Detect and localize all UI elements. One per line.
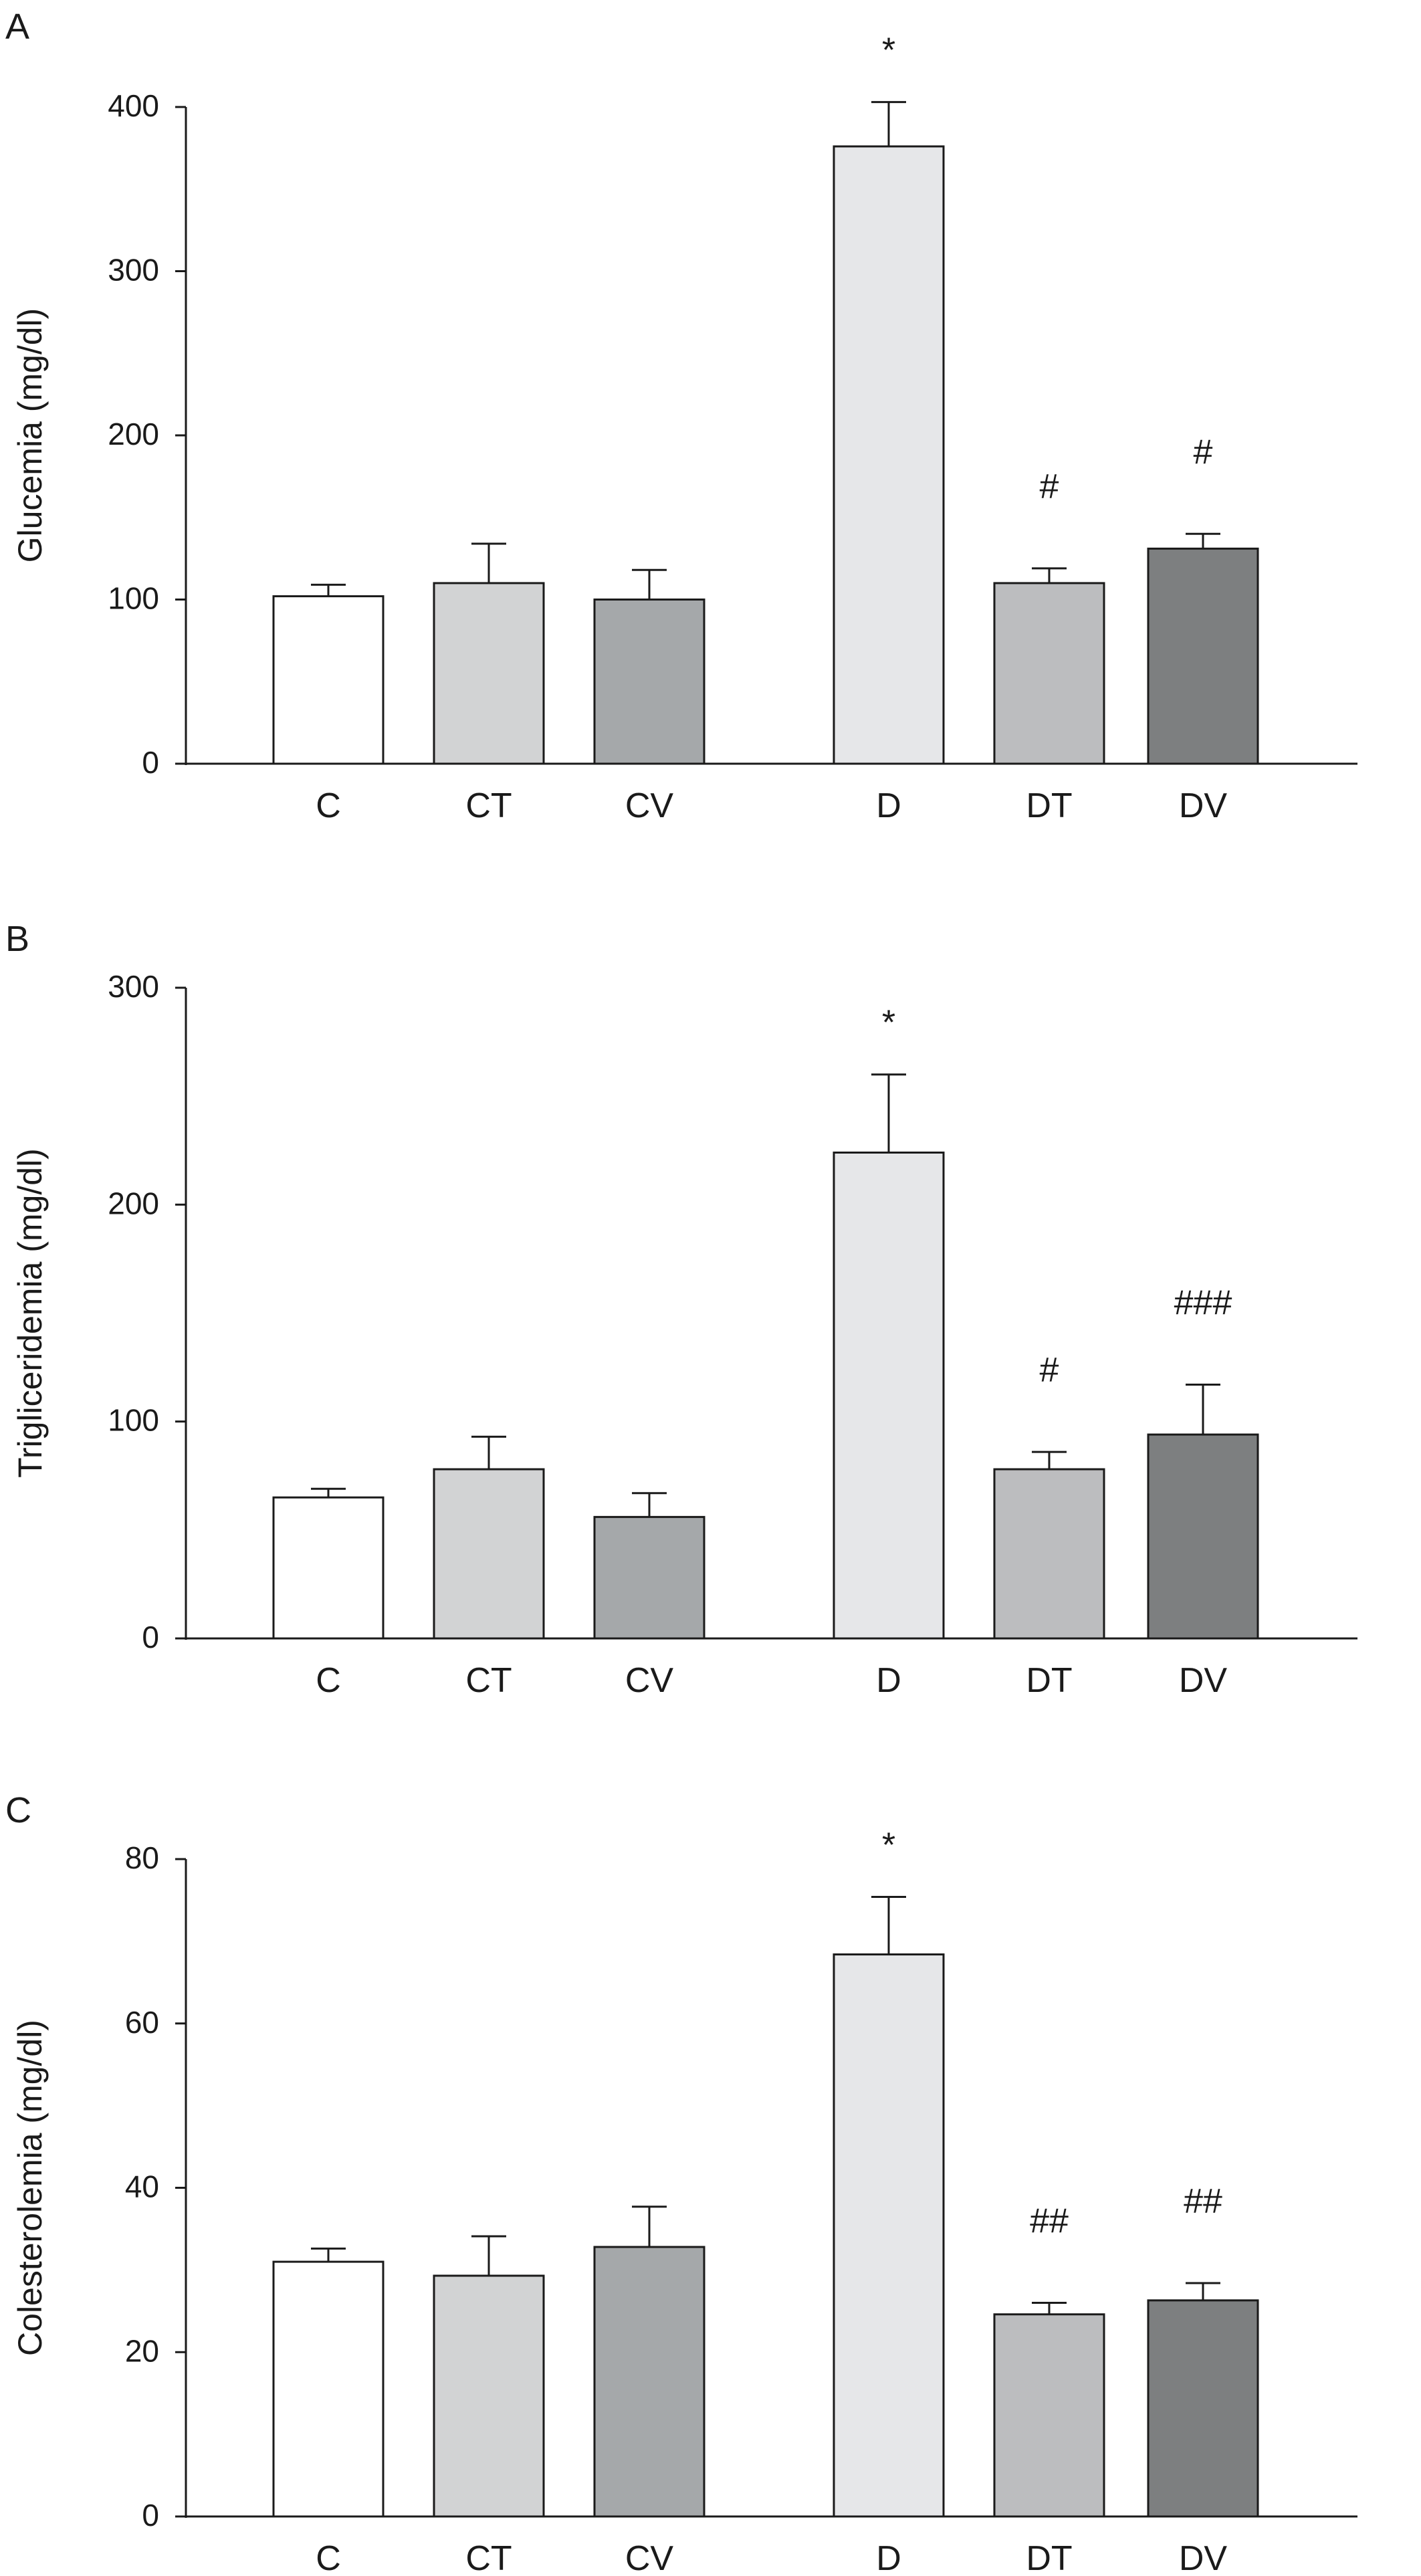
x-tick-label: DV bbox=[1179, 2539, 1228, 2576]
bar-dt bbox=[993, 582, 1105, 765]
significance-marker: * bbox=[882, 31, 895, 70]
y-axis-label: Trigliceridemia (mg/dl) bbox=[11, 1148, 49, 1478]
bar-cv bbox=[593, 1515, 705, 1640]
y-tick-label: 300 bbox=[108, 253, 159, 288]
y-tick-label: 100 bbox=[108, 1403, 159, 1438]
bar-dv bbox=[1147, 547, 1259, 765]
significance-marker: # bbox=[1040, 467, 1059, 506]
y-tick-label: 0 bbox=[142, 745, 159, 780]
x-tick-label: DV bbox=[1179, 786, 1228, 825]
bar-cv bbox=[593, 2246, 705, 2518]
y-tick-label: 80 bbox=[125, 1840, 159, 1875]
x-tick-label: DT bbox=[1026, 786, 1072, 825]
significance-marker: # bbox=[1194, 433, 1213, 471]
x-tick-label: C bbox=[316, 2539, 341, 2576]
y-tick-label: 40 bbox=[125, 2169, 159, 2204]
y-tick-label: 60 bbox=[125, 2005, 159, 2040]
y-tick-label: 100 bbox=[108, 581, 159, 616]
bar-ct bbox=[433, 2274, 545, 2518]
x-tick-label: CT bbox=[465, 786, 512, 825]
y-tick-label: 20 bbox=[125, 2333, 159, 2368]
bar-d bbox=[833, 1151, 945, 1640]
bar-ct bbox=[433, 582, 545, 765]
y-tick-label: 200 bbox=[108, 417, 159, 451]
bar-c bbox=[272, 1496, 385, 1640]
x-tick-label: D bbox=[876, 786, 901, 825]
y-axis-label: Glucemia (mg/dl) bbox=[11, 308, 49, 563]
x-tick-label: DT bbox=[1026, 2539, 1072, 2576]
y-tick-label: 0 bbox=[142, 1620, 159, 1654]
y-axis-label: Colesterolemia (mg/dl) bbox=[11, 2020, 49, 2356]
significance-marker: ## bbox=[1184, 2182, 1222, 2221]
panel-letter: B bbox=[5, 919, 29, 959]
panel-letter: C bbox=[5, 1790, 31, 1830]
x-tick-label: CV bbox=[625, 2539, 674, 2576]
x-tick-label: CV bbox=[625, 1661, 674, 1700]
significance-marker: # bbox=[1040, 1351, 1059, 1390]
x-tick-label: CT bbox=[465, 2539, 512, 2576]
x-tick-label: CV bbox=[625, 786, 674, 825]
bar-dv bbox=[1147, 1433, 1259, 1640]
y-tick-label: 300 bbox=[108, 969, 159, 1004]
x-tick-label: DT bbox=[1026, 1661, 1072, 1700]
bar-c bbox=[272, 2260, 385, 2518]
significance-marker: * bbox=[882, 1826, 895, 1865]
x-tick-label: CT bbox=[465, 1661, 512, 1700]
x-tick-label: C bbox=[316, 1661, 341, 1700]
y-tick-label: 400 bbox=[108, 88, 159, 123]
y-tick-label: 200 bbox=[108, 1186, 159, 1220]
x-tick-label: D bbox=[876, 1661, 901, 1700]
bar-c bbox=[272, 595, 385, 765]
y-tick-label: 0 bbox=[142, 2498, 159, 2533]
bar-d bbox=[833, 145, 945, 765]
significance-marker: ### bbox=[1174, 1284, 1232, 1323]
significance-marker: * bbox=[882, 1004, 895, 1043]
significance-marker: ## bbox=[1030, 2202, 1069, 2241]
bar-dt bbox=[993, 1468, 1105, 1640]
bar-dv bbox=[1147, 2299, 1259, 2518]
bar-cv bbox=[593, 599, 705, 765]
x-tick-label: D bbox=[876, 2539, 901, 2576]
bar-ct bbox=[433, 1468, 545, 1640]
chart-panel-c: C Colesterolemia (mg/dl) 0 20 40 60 80 C CT CV D * D… bbox=[5, 1790, 1357, 2576]
chart-panel-b: B Trigliceridemia (mg/dl) 0 100 200 300 C CT CV D… bbox=[5, 919, 1357, 1700]
x-tick-label: C bbox=[316, 786, 341, 825]
chart-panel-a: A Glucemia (mg/dl) 0 100 200 300 400 C CT CV D * DT #… bbox=[5, 7, 1357, 825]
bar-d bbox=[833, 1953, 945, 2518]
x-tick-label: DV bbox=[1179, 1661, 1228, 1700]
panel-letter: A bbox=[5, 7, 29, 47]
bar-dt bbox=[993, 2313, 1105, 2518]
